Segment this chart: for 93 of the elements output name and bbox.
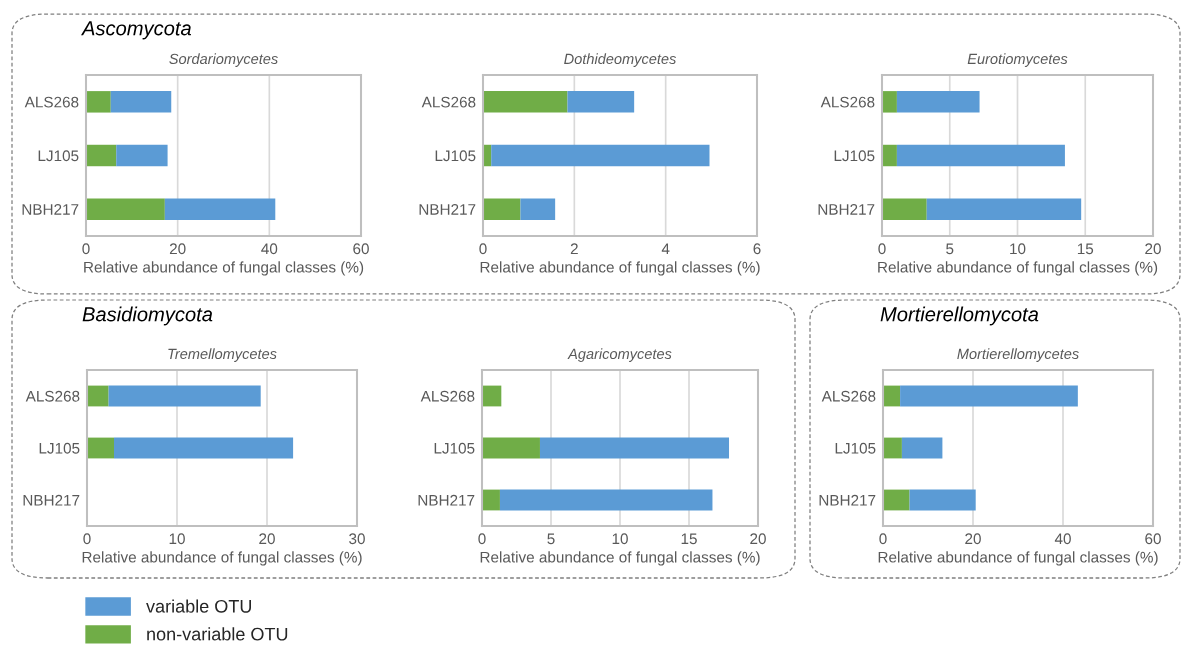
y-tick-label: NBH217 xyxy=(819,494,876,506)
y-tick-label: LJ105 xyxy=(835,442,876,454)
y-tick-label: LJ105 xyxy=(39,442,80,454)
x-axis-title: Relative abundance of fungal classes (%) xyxy=(878,261,1158,276)
x-axis-title: Relative abundance of fungal classes (%) xyxy=(480,261,760,276)
bar xyxy=(896,144,1065,167)
x-tick-label: 10 xyxy=(612,533,628,545)
x-tick-label: 15 xyxy=(681,533,697,545)
x-tick-label: 0 xyxy=(83,533,91,545)
x-tick-label: 0 xyxy=(479,243,487,255)
x-axis-title: Relative abundance of fungal classes (%) xyxy=(82,551,362,566)
chart-title: Mortierellomycetes xyxy=(957,348,1079,362)
x-tick-label: 60 xyxy=(353,243,369,255)
y-tick-label: LJ105 xyxy=(434,442,475,454)
x-tick-label: 10 xyxy=(1010,243,1026,255)
bar xyxy=(896,91,980,113)
text: Ascomycota xyxy=(81,21,191,40)
bar xyxy=(482,437,540,459)
y-tick-label: LJ105 xyxy=(834,150,875,162)
x-tick-label: 20 xyxy=(965,533,981,545)
legend-label: non-variable OTU xyxy=(147,627,288,641)
chart-title: Tremellomycetes xyxy=(168,348,277,362)
x-tick-label: 20 xyxy=(169,243,186,255)
x-tick-label: 2 xyxy=(570,243,578,255)
bar xyxy=(114,437,294,459)
x-axis-title: Relative abundance of fungal classes (%) xyxy=(84,261,364,276)
bar xyxy=(110,91,172,113)
y-tick-label: NBH217 xyxy=(23,494,80,506)
bar xyxy=(882,144,897,167)
bar xyxy=(499,489,713,511)
x-tick-label: 0 xyxy=(82,243,90,255)
bar xyxy=(491,144,710,167)
chart-title: Eurotiomycetes xyxy=(967,53,1068,67)
x-tick-label: 30 xyxy=(349,533,365,545)
x-tick-label: 20 xyxy=(1145,243,1161,255)
bar xyxy=(483,198,521,220)
bar xyxy=(116,144,168,167)
y-tick-label: ALS268 xyxy=(821,390,876,402)
chart-title: Sordariomycetes xyxy=(169,53,278,67)
y-tick-label: NBH217 xyxy=(818,204,875,215)
y-tick-label: ALS268 xyxy=(820,96,875,108)
x-tick-label: 0 xyxy=(478,533,486,545)
chart-title: Agaricomycetes xyxy=(567,348,672,362)
y-tick-label: NBH217 xyxy=(419,204,476,215)
bar xyxy=(86,144,117,167)
bar xyxy=(86,91,111,113)
y-tick-label: NBH217 xyxy=(22,204,79,215)
y-tick-label: ALS268 xyxy=(421,96,476,108)
x-axis-title: Relative abundance of fungal classes (%) xyxy=(480,551,760,566)
y-tick-label: ALS268 xyxy=(24,96,79,108)
x-tick-label: 40 xyxy=(261,243,278,255)
x-tick-label: 6 xyxy=(753,243,761,255)
x-tick-label: 0 xyxy=(879,533,887,545)
y-tick-label: LJ105 xyxy=(435,150,476,162)
y-tick-label: LJ105 xyxy=(38,150,79,162)
bar xyxy=(926,198,1082,220)
x-tick-label: 10 xyxy=(169,533,185,545)
bar xyxy=(567,91,635,113)
bar xyxy=(87,437,114,459)
bar xyxy=(882,198,927,220)
bar xyxy=(482,489,500,511)
x-tick-label: 60 xyxy=(1145,533,1161,545)
bar xyxy=(901,437,943,459)
x-tick-label: 20 xyxy=(259,533,275,545)
text: Basidiomycota xyxy=(82,306,213,326)
legend-label: variable OTU xyxy=(146,599,251,613)
y-tick-label: ALS268 xyxy=(420,390,475,402)
bar xyxy=(482,385,502,407)
x-tick-label: 20 xyxy=(750,533,766,545)
bar xyxy=(86,198,165,220)
bar xyxy=(108,385,261,407)
y-tick-label: NBH217 xyxy=(418,494,475,506)
x-tick-label: 15 xyxy=(1077,243,1094,255)
text: Mortierellomycota xyxy=(880,306,1039,326)
chart-title: Dothideomycetes xyxy=(564,53,677,67)
y-tick-label: ALS268 xyxy=(25,390,80,402)
x-tick-label: 5 xyxy=(547,533,555,545)
bar xyxy=(539,437,730,459)
bar xyxy=(520,198,556,220)
x-tick-label: 40 xyxy=(1054,533,1071,545)
bar xyxy=(483,91,568,113)
bar xyxy=(909,489,976,511)
x-tick-label: 4 xyxy=(661,243,670,255)
bar xyxy=(87,385,109,407)
x-tick-label: 0 xyxy=(878,243,886,255)
bar xyxy=(883,437,902,459)
bar xyxy=(164,198,276,220)
bar xyxy=(883,489,910,511)
bar xyxy=(900,385,1078,407)
x-tick-label: 5 xyxy=(946,243,954,255)
bar xyxy=(882,91,897,113)
bar xyxy=(883,385,901,407)
x-axis-title: Relative abundance of fungal classes (%) xyxy=(878,551,1158,566)
